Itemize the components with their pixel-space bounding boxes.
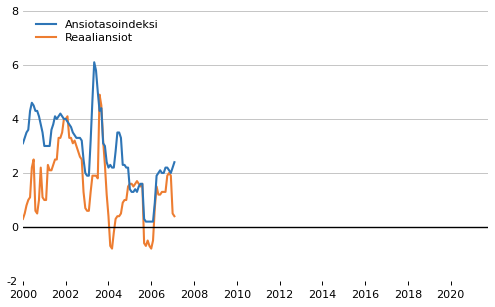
Ansiotasoindeksi [138, 182, 144, 186]
Ansiotasoindeksi [95, 90, 101, 94]
Reaaliansiot [140, 182, 146, 186]
Ansiotasoindeksi [171, 160, 177, 164]
Ansiotasoindeksi [20, 142, 26, 145]
Reaaliansiot [24, 204, 30, 207]
Reaaliansiot [27, 196, 33, 199]
Line: Reaaliansiot: Reaaliansiot [23, 95, 174, 249]
Ansiotasoindeksi [24, 131, 30, 134]
Reaaliansiot [20, 217, 26, 221]
Legend: Ansiotasoindeksi, Reaaliansiot: Ansiotasoindeksi, Reaaliansiot [33, 17, 162, 47]
Ansiotasoindeksi [36, 115, 42, 118]
Ansiotasoindeksi [143, 220, 149, 223]
Ansiotasoindeksi [91, 60, 97, 64]
Reaaliansiot [97, 93, 102, 96]
Ansiotasoindeksi [27, 109, 33, 113]
Line: Ansiotasoindeksi: Ansiotasoindeksi [23, 62, 174, 222]
Reaaliansiot [171, 214, 177, 218]
Reaaliansiot [152, 206, 158, 210]
Reaaliansiot [109, 247, 115, 251]
Ansiotasoindeksi [152, 201, 158, 204]
Reaaliansiot [93, 174, 99, 177]
Reaaliansiot [36, 198, 42, 202]
